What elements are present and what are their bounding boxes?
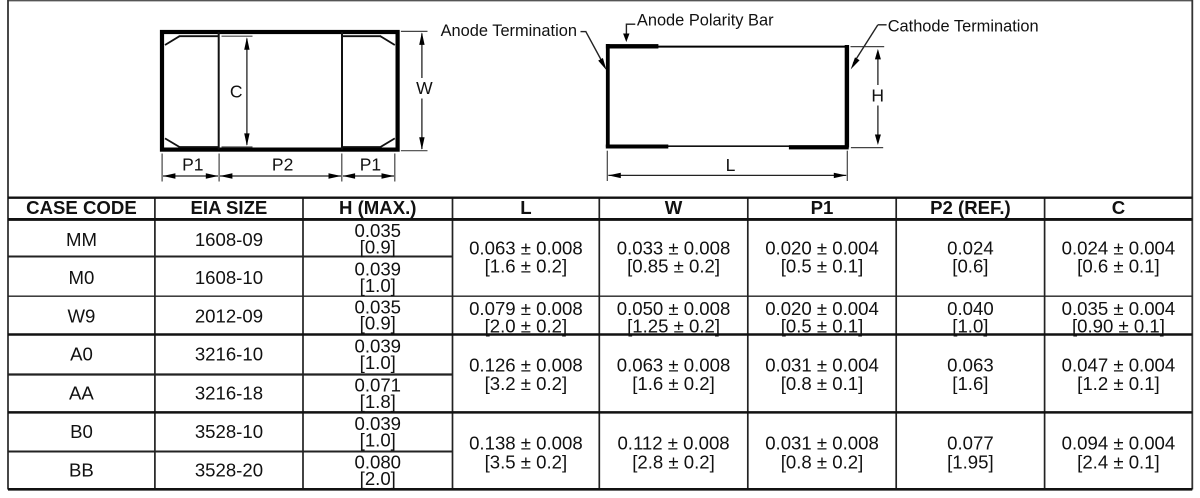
svg-text:3216-18: 3216-18 xyxy=(195,383,263,404)
svg-text:[0.6]: [0.6] xyxy=(952,256,988,277)
svg-text:[2.0 ± 0.2]: [2.0 ± 0.2] xyxy=(485,316,568,337)
svg-text:C: C xyxy=(230,81,243,101)
svg-text:[1.0]: [1.0] xyxy=(360,429,396,450)
svg-text:0.112 ± 0.008: 0.112 ± 0.008 xyxy=(617,433,729,454)
svg-text:0.071: 0.071 xyxy=(354,375,401,396)
svg-text:[2.8 ± 0.2]: [2.8 ± 0.2] xyxy=(632,451,715,472)
svg-text:W: W xyxy=(665,197,683,218)
svg-text:Anode Termination: Anode Termination xyxy=(441,22,577,40)
svg-text:1608-10: 1608-10 xyxy=(195,267,263,288)
svg-text:[1.95]: [1.95] xyxy=(947,451,994,472)
svg-text:0.035 ± 0.004: 0.035 ± 0.004 xyxy=(1062,298,1176,319)
svg-text:[3.5 ± 0.2]: [3.5 ± 0.2] xyxy=(485,451,568,472)
svg-text:0.031 ± 0.004: 0.031 ± 0.004 xyxy=(765,354,879,375)
svg-text:[0.5 ± 0.1]: [0.5 ± 0.1] xyxy=(781,256,864,277)
svg-text:[0.8 ± 0.1]: [0.8 ± 0.1] xyxy=(781,373,864,394)
svg-text:[0.9]: [0.9] xyxy=(360,237,396,258)
svg-text:[0.90 ± 0.1]: [0.90 ± 0.1] xyxy=(1072,316,1165,337)
svg-text:0.094 ± 0.004: 0.094 ± 0.004 xyxy=(1062,433,1176,454)
svg-text:P2 (REF.): P2 (REF.) xyxy=(930,197,1011,218)
svg-text:[1.6]: [1.6] xyxy=(952,373,988,394)
svg-text:0.138 ± 0.008: 0.138 ± 0.008 xyxy=(469,433,583,454)
svg-text:A0: A0 xyxy=(70,343,93,364)
svg-text:W: W xyxy=(416,78,433,98)
svg-text:P1: P1 xyxy=(182,155,203,175)
svg-text:3528-20: 3528-20 xyxy=(195,460,263,481)
svg-text:[1.0]: [1.0] xyxy=(360,352,396,373)
svg-text:[0.85 ± 0.2]: [0.85 ± 0.2] xyxy=(627,256,720,277)
svg-text:0.040: 0.040 xyxy=(947,298,994,319)
svg-text:0.039: 0.039 xyxy=(354,336,401,357)
svg-text:0.031 ± 0.008: 0.031 ± 0.008 xyxy=(765,433,879,454)
svg-text:0.035: 0.035 xyxy=(354,296,401,317)
svg-text:0.063 ± 0.008: 0.063 ± 0.008 xyxy=(617,354,731,375)
svg-text:C: C xyxy=(1112,197,1125,218)
svg-text:1608-09: 1608-09 xyxy=(195,229,263,250)
svg-text:0.039: 0.039 xyxy=(354,413,401,434)
svg-text:[1.0]: [1.0] xyxy=(952,316,988,337)
svg-text:0.080: 0.080 xyxy=(354,452,401,473)
svg-text:[0.6 ± 0.1]: [0.6 ± 0.1] xyxy=(1077,256,1160,277)
svg-text:0.039: 0.039 xyxy=(354,259,401,280)
svg-text:3528-10: 3528-10 xyxy=(195,421,263,442)
svg-text:0.063 ± 0.008: 0.063 ± 0.008 xyxy=(469,238,583,259)
svg-text:2012-09: 2012-09 xyxy=(195,306,263,327)
svg-text:Anode Polarity Bar: Anode Polarity Bar xyxy=(637,12,774,30)
svg-text:[0.8 ± 0.2]: [0.8 ± 0.2] xyxy=(781,451,864,472)
svg-text:[1.6 ± 0.2]: [1.6 ± 0.2] xyxy=(485,256,568,277)
svg-text:[0.5 ± 0.1]: [0.5 ± 0.1] xyxy=(781,316,864,337)
svg-text:W9: W9 xyxy=(68,306,96,327)
svg-text:[1.8]: [1.8] xyxy=(360,391,396,412)
svg-text:0.035: 0.035 xyxy=(354,220,401,241)
svg-text:[2.4 ± 0.1]: [2.4 ± 0.1] xyxy=(1077,451,1160,472)
svg-text:H: H xyxy=(871,85,884,105)
svg-text:[1.6 ± 0.2]: [1.6 ± 0.2] xyxy=(632,373,715,394)
svg-text:3216-10: 3216-10 xyxy=(195,343,263,364)
svg-text:0.033 ± 0.008: 0.033 ± 0.008 xyxy=(617,238,731,259)
svg-text:H (MAX.): H (MAX.) xyxy=(339,197,416,218)
svg-text:L: L xyxy=(520,197,531,218)
svg-text:[3.2 ± 0.2]: [3.2 ± 0.2] xyxy=(485,373,568,394)
svg-text:B0: B0 xyxy=(70,421,93,442)
svg-text:L: L xyxy=(726,155,736,175)
svg-text:0.050 ± 0.008: 0.050 ± 0.008 xyxy=(617,298,731,319)
svg-text:0.047 ± 0.004: 0.047 ± 0.004 xyxy=(1062,354,1176,375)
svg-text:[1.0]: [1.0] xyxy=(360,275,396,296)
svg-text:0.077: 0.077 xyxy=(947,433,994,454)
svg-text:[2.0]: [2.0] xyxy=(360,468,396,489)
svg-text:0.020 ± 0.004: 0.020 ± 0.004 xyxy=(765,238,879,259)
svg-text:AA: AA xyxy=(69,383,94,404)
svg-text:Cathode Termination: Cathode Termination xyxy=(888,17,1039,35)
svg-text:0.024: 0.024 xyxy=(947,238,994,259)
svg-text:0.020 ± 0.004: 0.020 ± 0.004 xyxy=(765,298,879,319)
svg-text:BB: BB xyxy=(69,460,94,481)
svg-text:M0: M0 xyxy=(69,267,95,288)
svg-text:0.079 ± 0.008: 0.079 ± 0.008 xyxy=(469,298,583,319)
svg-text:EIA SIZE: EIA SIZE xyxy=(191,197,268,218)
svg-text:P1: P1 xyxy=(360,155,381,175)
svg-text:P1: P1 xyxy=(811,197,834,218)
svg-text:[1.25 ± 0.2]: [1.25 ± 0.2] xyxy=(627,316,720,337)
svg-text:0.024 ± 0.004: 0.024 ± 0.004 xyxy=(1062,238,1176,259)
svg-text:0.063: 0.063 xyxy=(947,354,994,375)
svg-text:CASE CODE: CASE CODE xyxy=(26,197,137,218)
svg-text:[0.9]: [0.9] xyxy=(360,313,396,334)
svg-text:[1.2 ± 0.1]: [1.2 ± 0.1] xyxy=(1077,373,1160,394)
svg-text:0.126 ± 0.008: 0.126 ± 0.008 xyxy=(469,354,583,375)
svg-text:MM: MM xyxy=(66,229,97,250)
svg-text:P2: P2 xyxy=(272,155,293,175)
